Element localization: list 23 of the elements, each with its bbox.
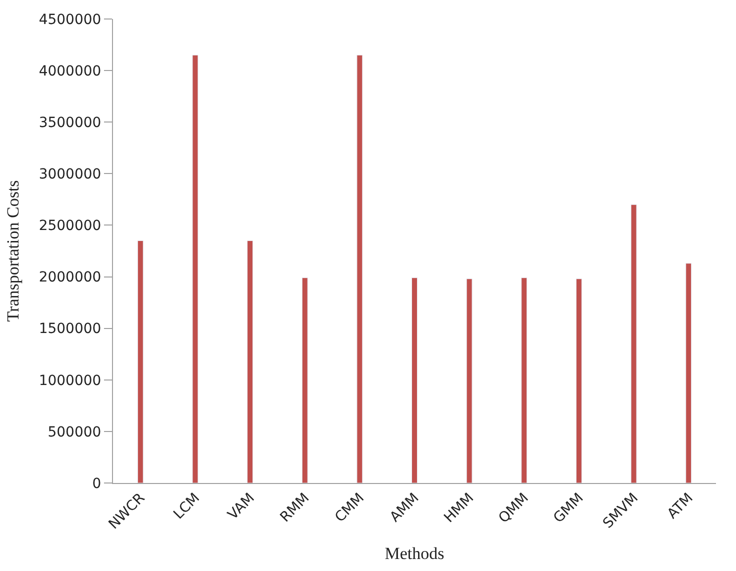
bar (247, 240, 254, 483)
y-tick-label: 500000 (48, 424, 102, 440)
y-tick-label: 2500000 (38, 218, 102, 234)
y-axis-title: Transportation Costs (3, 180, 22, 322)
y-tick-label: 0 (92, 476, 102, 492)
bar (686, 263, 692, 483)
bar (466, 278, 472, 483)
bar (137, 240, 144, 483)
y-tick-label: 3000000 (38, 166, 102, 183)
bar (192, 54, 198, 483)
x-axis-title: Methods (384, 544, 444, 563)
y-tick-label: 4000000 (38, 63, 102, 80)
bar (356, 54, 363, 483)
y-tick-label: 1500000 (38, 321, 102, 338)
bar (630, 204, 637, 483)
bar (302, 278, 308, 483)
y-tick-label: 4500000 (38, 12, 102, 28)
y-tick-label: 1000000 (38, 372, 102, 389)
y-tick-label: 3500000 (38, 115, 102, 132)
bar (521, 278, 528, 483)
bar (412, 278, 418, 483)
bar (576, 278, 582, 483)
y-tick-label: 2000000 (38, 270, 102, 286)
